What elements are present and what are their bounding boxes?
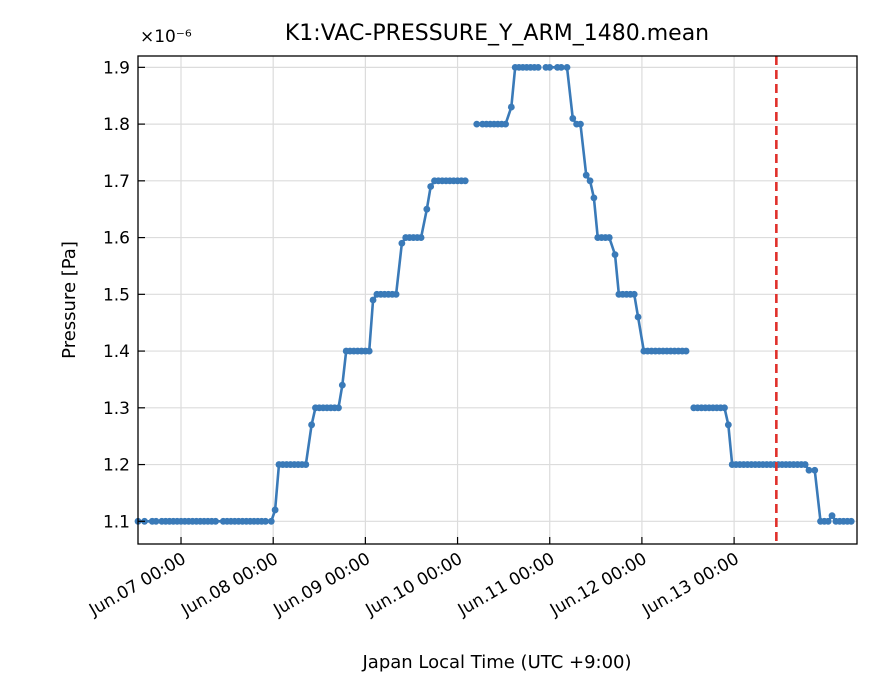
data-point <box>473 120 481 128</box>
y-tick-label: 1.7 <box>103 172 130 192</box>
data-point <box>582 171 590 179</box>
data-point <box>590 194 598 202</box>
y-tick-labels: 1.1 1.2 1.3 1.4 1.5 1.6 1.7 1.8 1.9 <box>103 58 130 532</box>
data-point <box>682 347 690 355</box>
data-point <box>427 183 435 190</box>
x-axis-label: Japan Local Time (UTC +9:00) <box>361 652 631 673</box>
data-point <box>546 63 554 71</box>
data-point <box>801 461 809 468</box>
data-point <box>847 517 855 525</box>
y-tick-label: 1.1 <box>103 512 130 532</box>
data-point <box>611 251 619 259</box>
data-point <box>824 517 832 525</box>
data-point <box>557 63 565 71</box>
y-tick-label: 1.9 <box>103 58 130 78</box>
data-point <box>267 517 275 525</box>
data-point <box>534 63 542 71</box>
data-point <box>724 421 732 429</box>
data-point <box>262 517 269 525</box>
data-point <box>634 313 642 321</box>
axis-ticks <box>138 66 735 544</box>
data-point <box>811 466 819 474</box>
y-tick-label: 1.5 <box>103 285 130 305</box>
data-point <box>577 120 584 128</box>
data-point <box>605 234 613 241</box>
data-point <box>502 120 509 128</box>
data-point <box>308 421 316 429</box>
series-layer <box>134 63 855 525</box>
y-axis-label: Pressure [Pa] <box>59 241 80 359</box>
data-point <box>302 461 310 468</box>
data-point <box>152 517 160 525</box>
data-point <box>271 506 279 514</box>
data-point <box>423 205 431 213</box>
data-point <box>805 466 813 474</box>
data-point <box>417 234 425 241</box>
data-point <box>398 239 406 247</box>
data-point <box>461 177 469 185</box>
data-point <box>392 290 400 298</box>
plot-frame <box>137 55 858 545</box>
y-tick-label: 1.4 <box>103 342 130 362</box>
data-point <box>507 103 515 111</box>
data-point <box>335 404 342 412</box>
data-point <box>212 517 219 525</box>
data-point <box>369 296 377 304</box>
y-tick-label: 1.8 <box>103 115 130 135</box>
data-point <box>721 404 728 412</box>
chart-title: K1:VAC-PRESSURE_Y_ARM_1480.mean <box>285 21 709 46</box>
data-point <box>630 290 638 298</box>
y-tick-label: 1.2 <box>103 456 130 476</box>
y-tick-label: 1.6 <box>103 229 130 249</box>
data-point <box>828 512 836 520</box>
data-point <box>563 63 571 71</box>
y-axis-offset-label: ×10⁻⁶ <box>140 27 192 47</box>
data-point <box>338 381 346 389</box>
data-point <box>569 115 577 122</box>
data-point <box>365 347 373 355</box>
y-tick-label: 1.3 <box>103 399 130 419</box>
data-point <box>586 177 594 185</box>
